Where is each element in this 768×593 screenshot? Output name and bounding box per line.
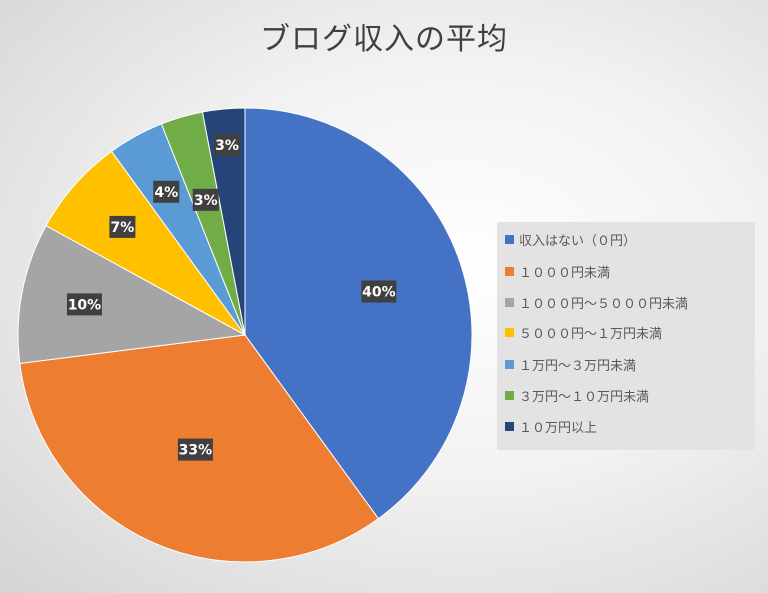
legend-swatch-under-1000 (505, 266, 514, 276)
legend-item-under-1000: １０００円未満 (505, 262, 611, 281)
pie-slice-over-100000 (201, 107, 246, 336)
legend-item-1000-5000: １０００円～５０００円未満 (505, 293, 689, 312)
legend-label: １０万円以上 (519, 420, 598, 436)
legend-item-5000-10000: ５０００円～１万円未満 (505, 323, 663, 342)
data-label-under-1000: 33% (179, 443, 213, 459)
pie-slice-1000-5000 (17, 224, 247, 365)
legend-swatch-5000-10000 (505, 327, 514, 337)
data-label-box (109, 215, 136, 238)
data-label-box (192, 188, 219, 211)
data-label-box (153, 180, 180, 203)
pie-slice-no-income (244, 107, 473, 520)
legend: 収入はない（０円） １０００円未満 １０００円～５０００円未満 ５０００円～１万… (497, 222, 755, 450)
data-label-5000-10000: 7% (111, 220, 135, 236)
legend-item-over-100000: １０万円以上 (505, 417, 598, 436)
data-label-1000-5000: 10% (68, 297, 102, 313)
data-label-box (214, 134, 241, 157)
legend-swatch-10000-30000 (505, 359, 514, 369)
legend-swatch-no-income (505, 234, 514, 244)
legend-item-30000-100000: ３万円～１０万円未満 (505, 386, 650, 405)
chart-title: ブログ収入の平均 (260, 22, 508, 57)
data-label-over-100000: 3% (215, 138, 239, 154)
legend-label: １万円～３万円未満 (519, 358, 637, 374)
data-label-box (66, 293, 102, 316)
legend-label: 収入はない（０円） (519, 233, 637, 249)
legend-item-10000-30000: １万円～３万円未満 (505, 355, 637, 374)
legend-label: １０００円～５０００円未満 (519, 296, 689, 312)
legend-label: ３万円～１０万円未満 (519, 389, 650, 405)
legend-item-no-income: 収入はない（０円） (505, 230, 637, 249)
legend-label: １０００円未満 (519, 265, 611, 281)
legend-swatch-1000-5000 (505, 297, 514, 307)
data-label-no-income: 40% (362, 285, 396, 301)
data-label-box (177, 438, 213, 461)
data-label-10000-30000: 4% (154, 185, 178, 201)
data-label-30000-100000: 3% (194, 193, 218, 209)
data-label-box (361, 280, 397, 303)
legend-label: ５０００円～１万円未満 (519, 326, 663, 342)
legend-swatch-over-100000 (505, 421, 514, 431)
legend-swatch-30000-100000 (505, 390, 514, 400)
